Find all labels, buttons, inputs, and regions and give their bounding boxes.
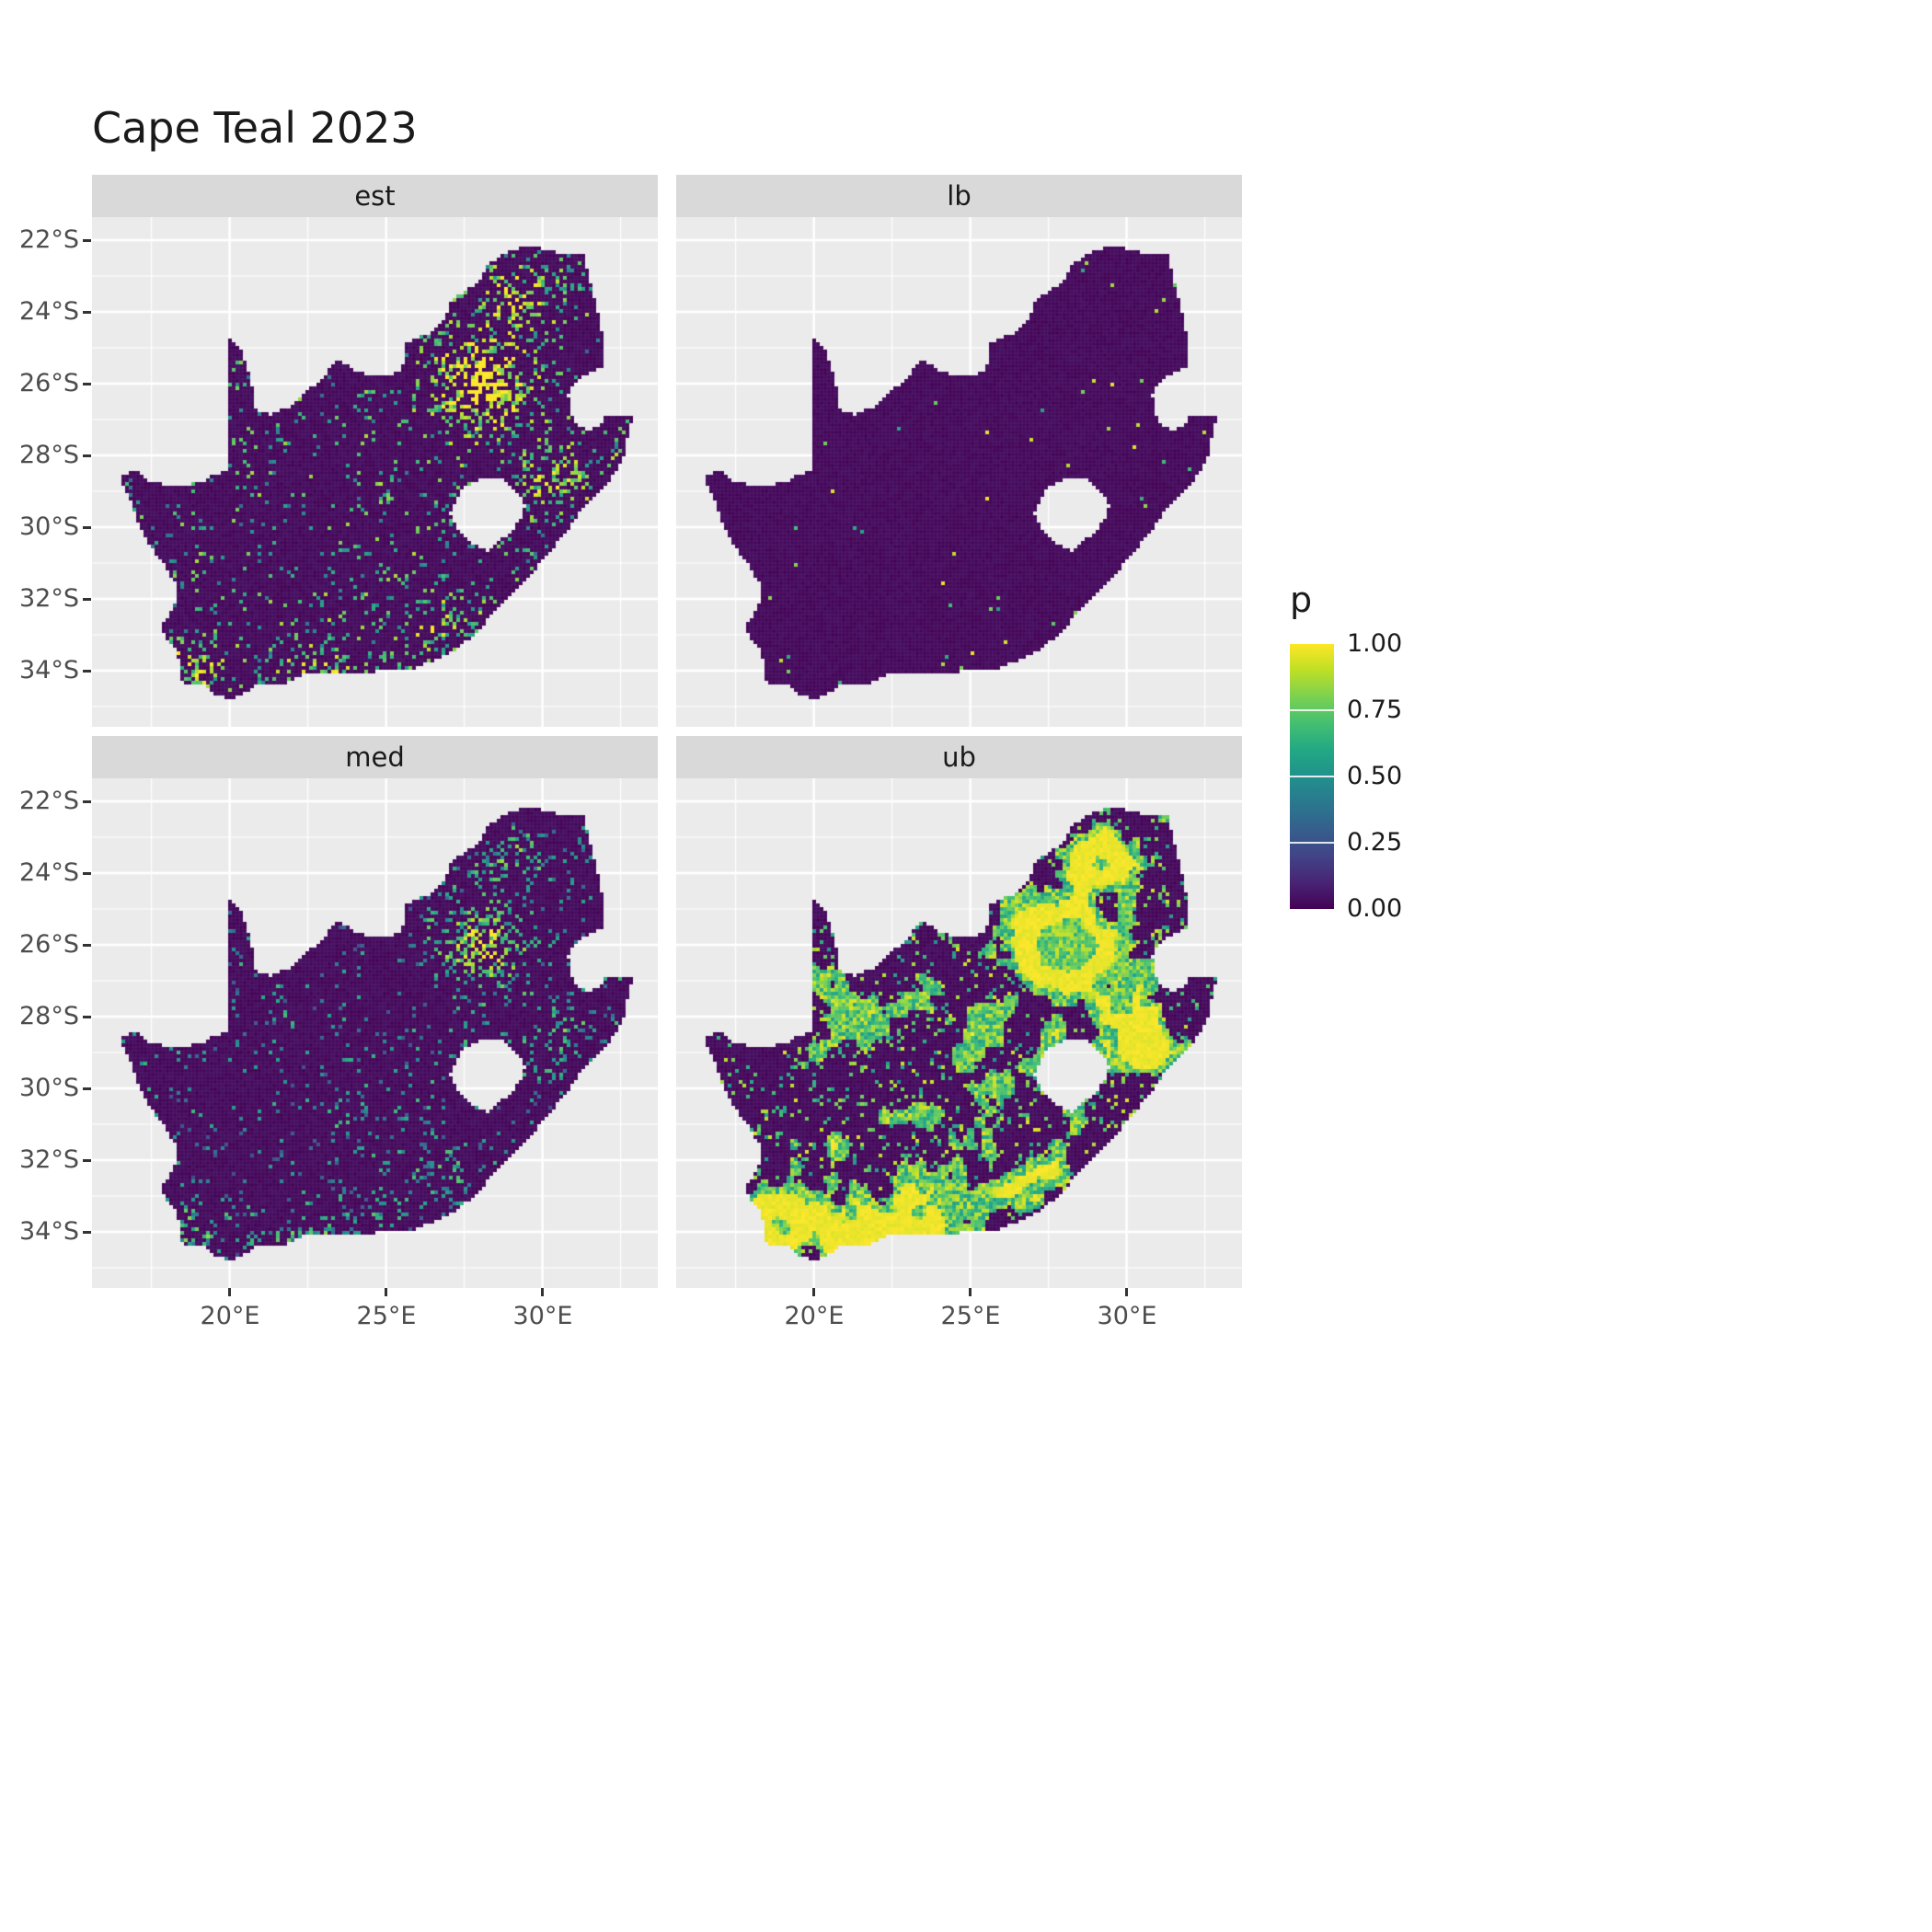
facet-panel-est-map (92, 217, 658, 727)
y-tick-mark (83, 872, 91, 875)
x-tick-label: 25°E (356, 1302, 417, 1330)
x-tick-mark (1125, 1288, 1128, 1296)
x-tick-label: 20°E (784, 1302, 845, 1330)
legend-tick-label: 0.00 (1347, 894, 1403, 923)
x-tick-label: 30°E (1097, 1302, 1157, 1330)
y-tick-label: 30°S (19, 1074, 79, 1102)
x-tick-label: 25°E (940, 1302, 1001, 1330)
chart-title: Cape Teal 2023 (92, 103, 418, 153)
y-tick-label: 24°S (19, 297, 79, 326)
y-tick-mark (83, 1159, 91, 1162)
facet-strip-ub: ub (676, 736, 1242, 778)
y-tick-label: 24°S (19, 858, 79, 887)
y-tick-label: 26°S (19, 930, 79, 959)
facet-strip-med: med (92, 736, 658, 778)
y-tick-mark (83, 1016, 91, 1018)
facet-strip-lb: lb (676, 175, 1242, 217)
legend-colorbar-tick (1290, 776, 1334, 777)
y-tick-mark (83, 239, 91, 242)
y-tick-mark (83, 454, 91, 457)
y-tick-mark (83, 800, 91, 803)
x-tick-mark (385, 1288, 387, 1296)
legend-title: p (1290, 580, 1313, 620)
x-tick-mark (812, 1288, 815, 1296)
y-tick-mark (83, 944, 91, 947)
x-tick-label: 30°E (512, 1302, 573, 1330)
y-tick-label: 28°S (19, 441, 79, 469)
y-tick-label: 34°S (19, 1217, 79, 1246)
facet-strip-est: est (92, 175, 658, 217)
y-tick-mark (83, 311, 91, 314)
y-tick-mark (83, 383, 91, 385)
legend-colorbar-tick (1290, 709, 1334, 711)
legend-tick-label: 0.25 (1347, 828, 1403, 857)
x-tick-mark (541, 1288, 544, 1296)
y-tick-label: 34°S (19, 656, 79, 684)
x-tick-label: 20°E (200, 1302, 260, 1330)
y-tick-label: 26°S (19, 369, 79, 397)
legend-tick-label: 0.50 (1347, 762, 1403, 790)
legend-colorbar-tick (1290, 842, 1334, 844)
legend-tick-label: 0.75 (1347, 696, 1403, 724)
legend-colorbar (1290, 644, 1334, 909)
y-tick-label: 30°S (19, 512, 79, 541)
y-tick-mark (83, 598, 91, 601)
x-tick-mark (969, 1288, 972, 1296)
y-tick-mark (83, 1231, 91, 1234)
y-tick-label: 22°S (19, 787, 79, 815)
x-tick-mark (228, 1288, 231, 1296)
facet-panel-med-map (92, 778, 658, 1288)
y-tick-mark (83, 1087, 91, 1090)
y-tick-mark (83, 526, 91, 529)
y-tick-label: 32°S (19, 1145, 79, 1174)
facet-panel-ub-map (676, 778, 1242, 1288)
y-tick-label: 22°S (19, 225, 79, 254)
facet-panel-lb-map (676, 217, 1242, 727)
y-tick-mark (83, 670, 91, 673)
legend-tick-label: 1.00 (1347, 629, 1403, 658)
y-tick-label: 28°S (19, 1002, 79, 1030)
y-tick-label: 32°S (19, 584, 79, 613)
